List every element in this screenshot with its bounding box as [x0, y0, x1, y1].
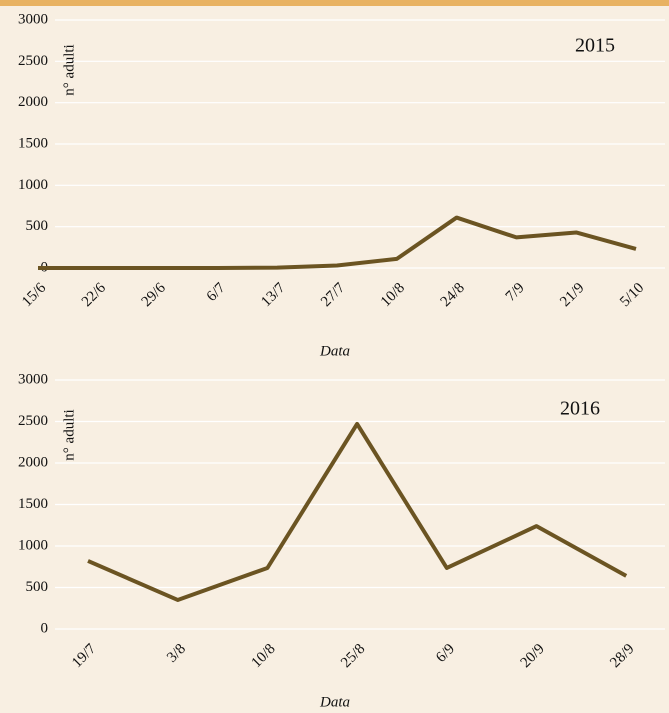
top-strip	[0, 0, 669, 6]
y-tick-label: 500	[26, 218, 49, 234]
annotation: 2016	[560, 398, 600, 420]
y-tick-label: 2500	[18, 53, 48, 69]
y-tick-label: 1000	[18, 537, 48, 553]
y-tick-label: 1000	[18, 177, 48, 193]
y-tick-label: 2000	[18, 94, 48, 110]
data-line	[87, 421, 628, 602]
y-tick-label: 2500	[18, 413, 48, 429]
x-axis-title: Data	[319, 343, 350, 359]
y-tick-label: 1500	[18, 496, 48, 512]
y-tick-label: 2000	[18, 454, 48, 470]
x-axis-title: Data	[319, 694, 350, 710]
y-tick-label: 3000	[18, 11, 48, 27]
data-line	[38, 215, 637, 270]
y-tick-label: 3000	[18, 371, 48, 387]
y-tick-label: 500	[26, 579, 49, 595]
y-tick-label: 0	[41, 620, 49, 636]
y-axis-title: n° adulti	[61, 44, 77, 95]
annotation: 2015	[575, 35, 615, 57]
y-tick-label: 1500	[18, 135, 48, 151]
y-axis-title: n° adulti	[61, 409, 77, 460]
